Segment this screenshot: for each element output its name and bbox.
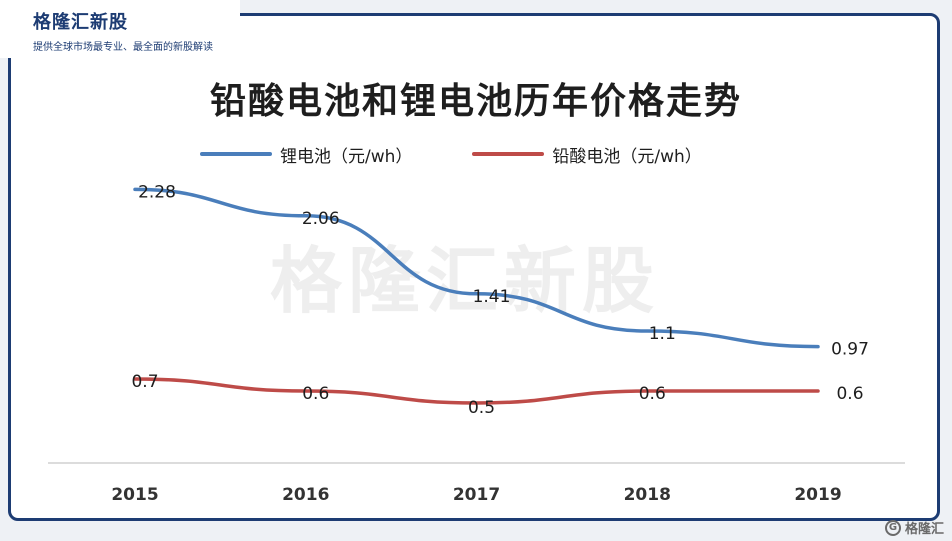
legend-label-lithium: 锂电池（元/wh） (280, 146, 413, 167)
x-tick-label: 2015 (111, 485, 158, 505)
corner-logo: G 格隆汇 (884, 518, 944, 537)
chart-title: 铅酸电池和锂电池历年价格走势 (209, 81, 742, 122)
legend-swatch-lithium (200, 152, 272, 156)
data-label: 0.7 (131, 372, 158, 392)
legend-label-lead-acid: 铅酸电池（元/wh） (552, 146, 702, 167)
data-label: 0.6 (836, 384, 863, 404)
series-line-0 (133, 187, 820, 349)
brand-header: 格隆汇新股 提供全球市场最专业、最全面的新股解读 (0, 0, 240, 58)
series-line-1 (133, 377, 820, 405)
legend-item-lead-acid: 铅酸电池（元/wh） (472, 142, 702, 167)
watermark: 格隆汇新股 (270, 239, 661, 323)
data-label: 2.28 (138, 182, 176, 202)
legend-item-lithium: 锂电池（元/wh） (200, 142, 412, 167)
corner-logo-text: 格隆汇 (904, 522, 944, 537)
chart-legend: 锂电池（元/wh） 铅酸电池（元/wh） (200, 142, 702, 167)
x-tick-label: 2019 (794, 485, 841, 505)
data-label: 1.41 (473, 287, 511, 307)
brand-tagline: 提供全球市场最专业、最全面的新股解读 (33, 42, 213, 53)
x-tick-label: 2016 (282, 485, 329, 505)
brand-name: 格隆汇新股 (33, 12, 128, 33)
data-label: 0.6 (302, 384, 329, 404)
data-label: 1.1 (649, 324, 676, 344)
data-label: 0.5 (468, 398, 495, 418)
g-logo-icon: G (884, 519, 901, 536)
x-tick-label: 2018 (624, 485, 671, 505)
data-label: 0.6 (639, 384, 666, 404)
legend-swatch-lead-acid (472, 152, 545, 156)
x-tick-label: 2017 (453, 485, 500, 505)
data-label: 2.06 (302, 209, 340, 229)
slide-frame (8, 13, 940, 521)
data-label: 0.97 (831, 340, 869, 360)
